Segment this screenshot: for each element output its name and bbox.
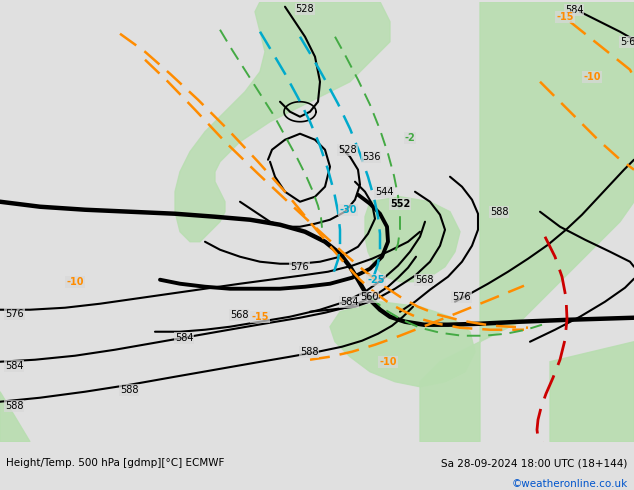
Text: 576: 576 xyxy=(452,292,470,302)
Text: Sa 28-09-2024 18:00 UTC (18+144): Sa 28-09-2024 18:00 UTC (18+144) xyxy=(441,458,628,468)
Text: 568: 568 xyxy=(230,310,249,319)
Polygon shape xyxy=(0,392,30,441)
Text: Height/Temp. 500 hPa [gdmp][°C] ECMWF: Height/Temp. 500 hPa [gdmp][°C] ECMWF xyxy=(6,458,224,468)
Text: 560: 560 xyxy=(360,292,378,302)
Text: 588: 588 xyxy=(120,385,138,395)
Text: 584: 584 xyxy=(5,361,23,371)
Polygon shape xyxy=(420,2,634,441)
Text: 588: 588 xyxy=(5,401,23,411)
Text: -10: -10 xyxy=(66,277,84,287)
Text: 544: 544 xyxy=(375,187,394,196)
Text: ©weatheronline.co.uk: ©weatheronline.co.uk xyxy=(512,479,628,489)
Text: 536: 536 xyxy=(362,152,380,162)
Text: 584: 584 xyxy=(565,5,583,15)
Text: -2: -2 xyxy=(404,133,415,143)
Text: 576: 576 xyxy=(290,262,309,272)
Text: 576: 576 xyxy=(5,309,23,318)
Text: 588: 588 xyxy=(490,207,508,217)
Text: 552: 552 xyxy=(390,199,410,209)
Polygon shape xyxy=(550,342,634,441)
Text: -15: -15 xyxy=(556,12,574,22)
Text: -10: -10 xyxy=(379,357,397,367)
Text: 584: 584 xyxy=(340,297,358,307)
Polygon shape xyxy=(365,196,460,282)
Text: 584: 584 xyxy=(175,333,193,343)
Text: -25: -25 xyxy=(367,275,385,285)
Text: -30: -30 xyxy=(339,205,357,215)
Text: -15: -15 xyxy=(251,312,269,322)
Text: 528: 528 xyxy=(338,145,356,155)
Text: 5·6: 5·6 xyxy=(620,37,634,47)
Text: 568: 568 xyxy=(415,275,434,285)
Text: -10: -10 xyxy=(583,72,601,82)
Text: 528: 528 xyxy=(295,4,314,14)
Text: 588: 588 xyxy=(300,347,318,357)
Polygon shape xyxy=(175,2,390,242)
Polygon shape xyxy=(330,302,475,387)
